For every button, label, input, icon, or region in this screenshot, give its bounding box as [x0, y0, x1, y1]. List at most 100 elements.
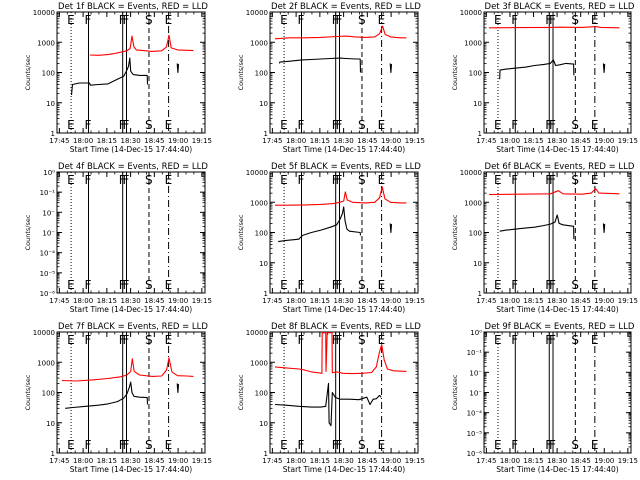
x-tick-label: 18:30 — [547, 457, 567, 465]
y-tick-label: 10 — [259, 100, 268, 108]
y-axis-label: Counts/sec — [237, 374, 245, 410]
marker-label: F — [511, 278, 518, 292]
x-axis-label: Start Time (14-Dec-15 17:44:40) — [283, 145, 405, 154]
x-tick-label: 19:00 — [168, 457, 188, 465]
y-tick-label: 10 — [46, 420, 55, 428]
y-tick-label: 1000 — [250, 39, 268, 47]
y-tick-label: 1000 — [250, 199, 268, 207]
x-tick-label: 17:45 — [262, 457, 282, 465]
marker-label-top: E — [280, 13, 288, 27]
x-tick-label: 17:45 — [49, 457, 69, 465]
marker-label-top: F — [335, 173, 342, 187]
x-tick-label: 17:45 — [262, 137, 282, 145]
x-tick-label: 19:00 — [381, 457, 401, 465]
x-tick-label: 19:15 — [405, 297, 425, 305]
marker-label-top: E — [165, 173, 173, 187]
marker-label-top: E — [378, 13, 386, 27]
x-tick-label: 18:00 — [500, 457, 520, 465]
x-tick-label: 19:15 — [405, 457, 425, 465]
x-tick-label: 19:00 — [168, 137, 188, 145]
marker-label-top: F — [297, 173, 304, 187]
x-axis-label: Start Time (14-Dec-15 17:44:40) — [496, 465, 618, 474]
marker-label: F — [122, 118, 129, 132]
x-axis-label: Start Time (14-Dec-15 17:44:40) — [70, 465, 192, 474]
marker-label-top: E — [494, 173, 502, 187]
marker-label-top: F — [297, 333, 304, 347]
x-tick-label: 19:15 — [405, 137, 425, 145]
marker-label-top: F — [84, 333, 91, 347]
marker-label-top: S — [145, 173, 153, 187]
marker-label-top: S — [358, 333, 366, 347]
marker-label-top: E — [494, 333, 502, 347]
panel-title: Det 1f BLACK = Events, RED = LLD — [58, 2, 208, 12]
marker-label: E — [591, 278, 599, 292]
y-tick-label: 1000 — [464, 199, 482, 207]
x-tick-label: 18:15 — [97, 457, 117, 465]
marker-label: S — [145, 278, 153, 292]
x-tick-label: 19:00 — [594, 457, 614, 465]
y-tick-label: 10 — [259, 420, 268, 428]
y-tick-label: 1000 — [37, 39, 55, 47]
x-tick-label: 19:00 — [381, 297, 401, 305]
y-axis-label: Counts/sec — [24, 214, 32, 250]
panel-title: Det 3f BLACK = Events, RED = LLD — [485, 2, 635, 12]
marker-label-top: E — [67, 333, 75, 347]
x-tick-label: 18:00 — [286, 457, 306, 465]
marker-label: S — [358, 438, 366, 452]
x-tick-label: 17:45 — [49, 297, 69, 305]
marker-label: E — [378, 118, 386, 132]
marker-label: E — [494, 118, 502, 132]
marker-label-top: S — [358, 173, 366, 187]
x-tick-label: 18:30 — [547, 137, 567, 145]
y-axis-label: Counts/sec — [237, 54, 245, 90]
marker-label-top: E — [67, 13, 75, 27]
x-tick-label: 18:45 — [571, 457, 591, 465]
marker-label-top: S — [571, 13, 579, 27]
marker-label-top: S — [145, 13, 153, 27]
marker-label-top: F — [122, 173, 129, 187]
marker-label: F — [297, 278, 304, 292]
y-axis-label: Counts/sec — [24, 374, 32, 410]
marker-label-top: E — [280, 173, 288, 187]
x-tick-label: 18:15 — [310, 137, 330, 145]
marker-label: E — [165, 278, 173, 292]
x-tick-label: 18:30 — [334, 297, 354, 305]
detector-rate-figure: Det 1f BLACK = Events, RED = LLD11010010… — [0, 0, 640, 480]
x-tick-label: 18:45 — [357, 137, 377, 145]
y-tick-label: 100 — [42, 390, 55, 398]
marker-label-top: E — [280, 333, 288, 347]
x-tick-label: 18:30 — [547, 297, 567, 305]
x-tick-label: 19:15 — [192, 457, 212, 465]
marker-label-top: S — [571, 333, 579, 347]
x-tick-label: 18:30 — [121, 457, 141, 465]
x-tick-label: 18:30 — [121, 137, 141, 145]
marker-label: F — [335, 438, 342, 452]
x-tick-label: 19:00 — [168, 297, 188, 305]
x-tick-label: 18:00 — [500, 297, 520, 305]
marker-label: F — [122, 278, 129, 292]
marker-label-top: F — [84, 173, 91, 187]
marker-label: S — [358, 118, 366, 132]
x-tick-label: 19:15 — [192, 137, 212, 145]
y-tick-label: 10⁰ — [470, 329, 482, 337]
x-tick-label: 18:45 — [571, 297, 591, 305]
marker-label: S — [571, 438, 579, 452]
marker-label-top: F — [84, 13, 91, 27]
y-tick-label: 10⁻⁳ — [42, 230, 55, 238]
events-series-line — [177, 63, 178, 72]
marker-label: F — [297, 438, 304, 452]
y-tick-label: 100 — [255, 390, 268, 398]
marker-label-top: F — [549, 333, 556, 347]
x-tick-label: 18:00 — [73, 457, 93, 465]
panel-title: Det 8f BLACK = Events, RED = LLD — [271, 322, 421, 332]
marker-label: E — [494, 278, 502, 292]
events-series-line — [177, 383, 178, 392]
y-axis-label: Counts/sec — [237, 214, 245, 250]
marker-label: E — [494, 438, 502, 452]
x-tick-label: 19:00 — [594, 137, 614, 145]
x-tick-label: 18:15 — [523, 297, 543, 305]
y-tick-label: 10000 — [246, 169, 268, 177]
y-tick-label: 10 — [46, 100, 55, 108]
y-tick-label: 10⁻¹ — [467, 349, 483, 357]
marker-label-top: F — [549, 13, 556, 27]
